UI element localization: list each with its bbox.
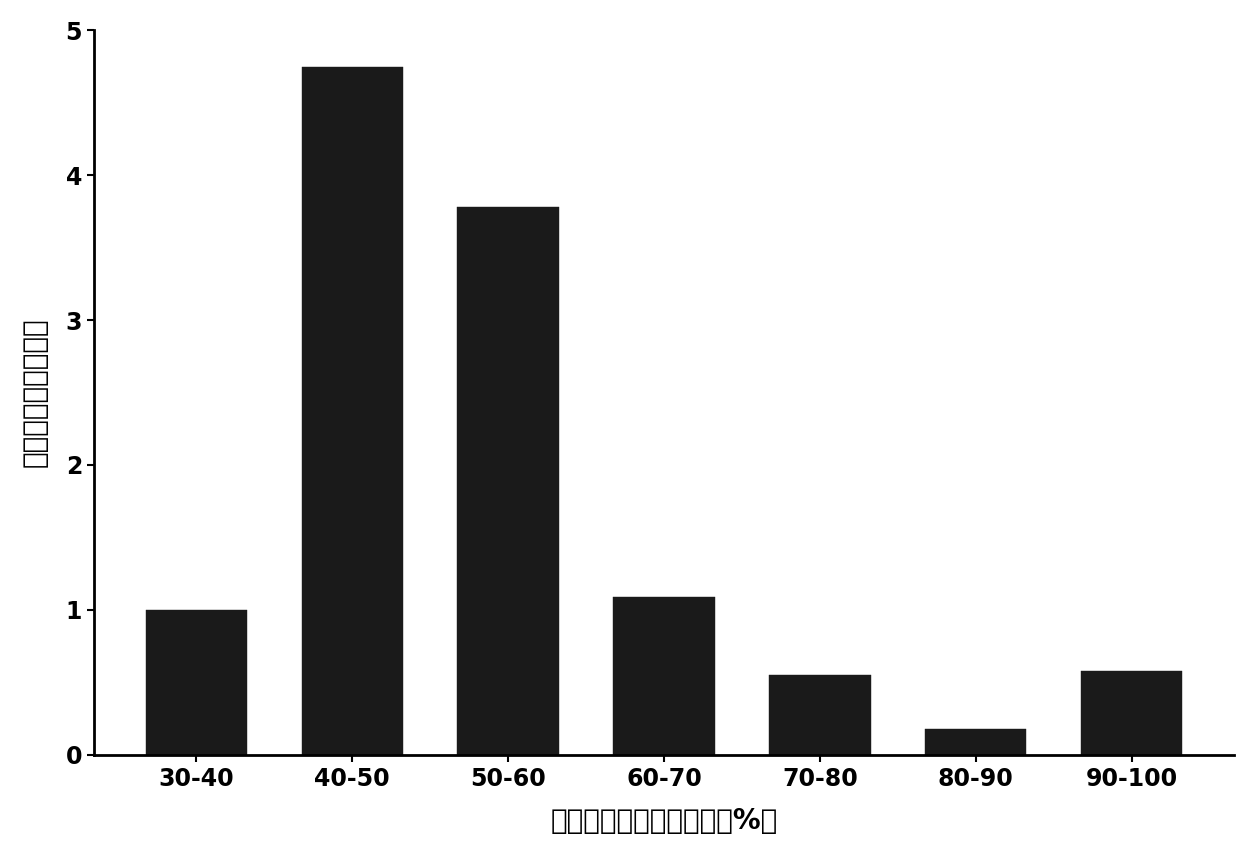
- Bar: [457, 207, 558, 755]
- Bar: [614, 597, 714, 755]
- Y-axis label: 沉淀相对单位酶活力: 沉淀相对单位酶活力: [21, 318, 49, 467]
- Bar: [301, 67, 403, 755]
- Bar: [1081, 670, 1182, 755]
- Bar: [925, 728, 1027, 755]
- X-axis label: 硬酸钐溶液饱和度梯度（%）: 硬酸钐溶液饱和度梯度（%）: [551, 807, 778, 835]
- Bar: [146, 609, 247, 755]
- Bar: [769, 675, 871, 755]
